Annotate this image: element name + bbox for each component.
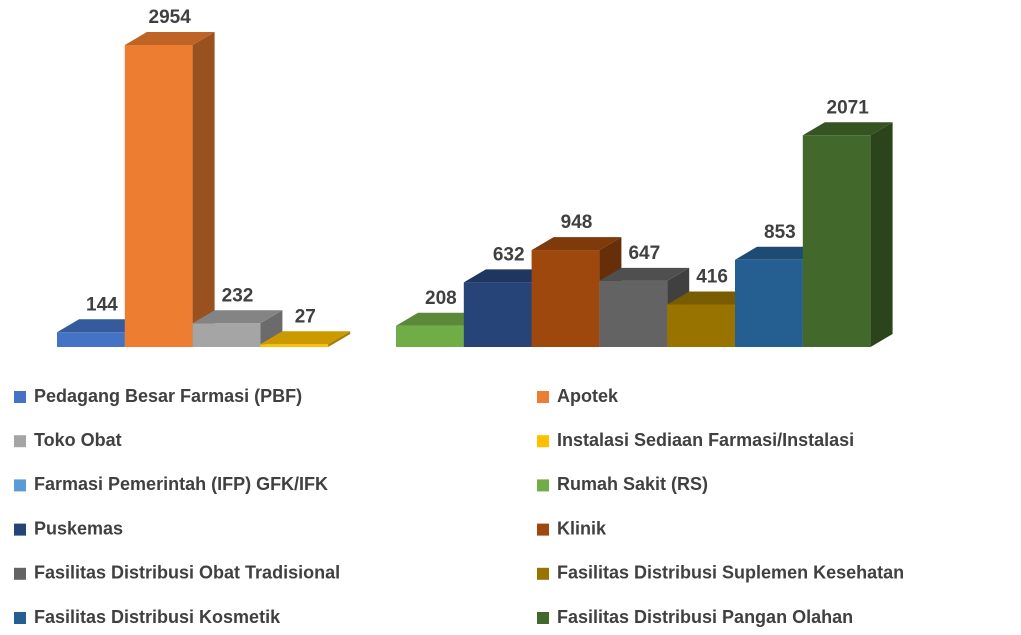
bar-side bbox=[328, 331, 351, 347]
bar-front bbox=[192, 323, 261, 347]
data-label: 647 bbox=[628, 243, 660, 264]
legend-swatch bbox=[14, 612, 26, 624]
legend-swatch bbox=[537, 612, 549, 624]
legend-swatch bbox=[537, 523, 549, 536]
legend-label: Instalasi Sediaan Farmasi/Instalasi bbox=[557, 430, 854, 450]
legend-swatch bbox=[537, 391, 549, 403]
bar-top bbox=[667, 291, 757, 305]
legend-label: Fasilitas Distribusi Kosmetik bbox=[34, 607, 281, 627]
legend-label: Toko Obat bbox=[34, 430, 122, 450]
legend-swatch bbox=[537, 479, 549, 492]
bar-top bbox=[599, 267, 690, 281]
bar-front bbox=[667, 304, 735, 347]
legend-label: Fasilitas Distribusi Obat Tradisional bbox=[34, 563, 340, 583]
legend-swatch bbox=[537, 435, 549, 448]
bar-side bbox=[192, 32, 215, 347]
data-label: 2954 bbox=[149, 7, 192, 28]
bar-top bbox=[735, 246, 825, 260]
bar-top bbox=[531, 237, 622, 251]
legend-label: Rumah Sakit (RS) bbox=[557, 474, 708, 494]
bar-side bbox=[260, 310, 283, 347]
bar-front bbox=[463, 282, 532, 347]
legend-swatch bbox=[537, 567, 549, 580]
data-label: 948 bbox=[561, 212, 593, 233]
bar-front bbox=[260, 344, 329, 347]
bar-front bbox=[57, 332, 125, 347]
legend-label: Fasilitas Distribusi Pangan Olahan bbox=[557, 607, 853, 627]
bar-top bbox=[124, 32, 215, 45]
bar-top bbox=[192, 310, 283, 324]
bar-front bbox=[802, 135, 871, 347]
legend-swatch bbox=[14, 567, 26, 580]
legend-swatch bbox=[14, 479, 26, 492]
data-label: 853 bbox=[764, 222, 796, 243]
bar-top bbox=[802, 122, 893, 136]
legend-swatch bbox=[14, 523, 26, 536]
legend-label: Puskemas bbox=[34, 518, 123, 538]
legend-label: Apotek bbox=[557, 386, 619, 406]
bar-top bbox=[463, 269, 554, 283]
legend-swatch bbox=[14, 435, 26, 448]
bar-front bbox=[599, 280, 668, 347]
legend-label: Farmasi Pemerintah (IFP) GFK/IFK bbox=[34, 474, 328, 494]
legend-swatch bbox=[14, 391, 26, 403]
data-label: 144 bbox=[86, 294, 118, 315]
data-label: 416 bbox=[696, 266, 728, 287]
bar-front bbox=[124, 45, 193, 347]
bar-front bbox=[396, 325, 464, 347]
legend-label: Fasilitas Distribusi Suplemen Kesehatan bbox=[557, 563, 904, 583]
legend-label: Pedagang Besar Farmasi (PBF) bbox=[34, 386, 302, 406]
data-label: 2071 bbox=[827, 97, 870, 118]
bar-top bbox=[57, 319, 147, 333]
bar-front bbox=[735, 259, 803, 347]
bar-front bbox=[531, 250, 600, 347]
bar-top bbox=[396, 312, 486, 326]
data-label: 27 bbox=[295, 306, 316, 327]
bar-top bbox=[260, 331, 351, 345]
data-label: 632 bbox=[493, 244, 525, 265]
legend-label: Klinik bbox=[557, 518, 607, 538]
data-label: 208 bbox=[425, 288, 457, 309]
bar-side bbox=[870, 122, 893, 347]
data-label: 232 bbox=[222, 285, 254, 306]
